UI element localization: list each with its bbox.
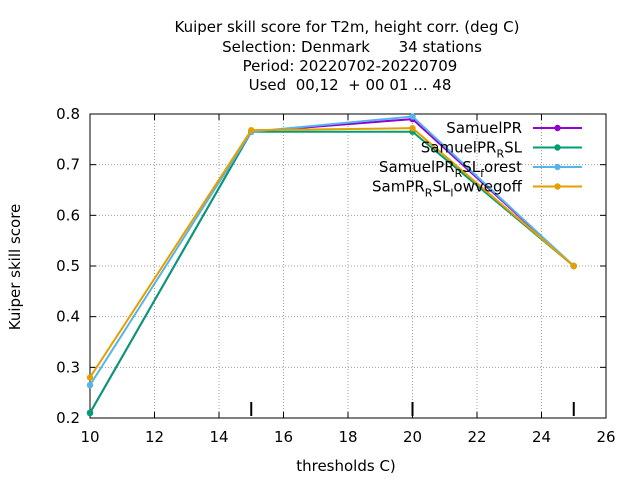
sample-threshold-markers	[250, 402, 575, 416]
x-tick-label: 24	[532, 428, 551, 446]
y-tick-label: 0.3	[56, 358, 80, 376]
series-line	[89, 130, 575, 414]
data-point	[86, 409, 94, 417]
title-line-1: Kuiper skill score for T2m, height corr.…	[175, 18, 520, 36]
legend-label: SamuelPRRSL	[421, 139, 523, 161]
x-tick-labels: 10 12 14 16 18 20 22 24 26	[80, 428, 615, 446]
legend-label-main: SamuelPR	[446, 119, 522, 137]
plot-border	[89, 113, 607, 419]
legend-label: SamPRRSLlowvegoff	[372, 178, 523, 200]
legend-label-sub: R	[425, 187, 433, 200]
legend-label: SamuelPRRSLforest	[379, 158, 522, 180]
legend-entry-2: SamuelPRRSL	[421, 139, 582, 161]
x-tick-label: 22	[467, 428, 486, 446]
data-point	[570, 262, 577, 270]
data-point	[86, 381, 94, 389]
legend-swatch-point	[554, 163, 561, 171]
y-tick-label: 0.2	[56, 409, 80, 427]
legend-label-main: SamuelPR	[379, 158, 455, 176]
data-point	[86, 374, 94, 381]
y-tick-labels: 0.2 0.3 0.4 0.5 0.6 0.7 0.8	[56, 105, 80, 427]
y-tick-label: 0.7	[56, 156, 80, 174]
x-tick-label: 20	[403, 428, 422, 446]
title-line-4: Used 00,12 + 00 01 ... 48	[249, 76, 452, 94]
legend-entry-4: SamPRRSLlowvegoff	[372, 178, 582, 200]
y-tick-label: 0.8	[56, 105, 80, 123]
legend-label-sub: R	[455, 167, 463, 180]
legend-label-tail: SL	[504, 139, 523, 157]
legend-label-sub: R	[496, 148, 504, 161]
legend-swatch-point	[554, 124, 561, 132]
x-tick-label: 18	[338, 428, 357, 446]
series-4	[86, 124, 577, 381]
legend-entry-3: SamuelPRRSLforest	[379, 158, 582, 180]
legend-label-tail: SL	[432, 178, 451, 196]
data-point	[409, 113, 416, 120]
data-point	[248, 127, 255, 134]
legend-label-sub2: f	[480, 167, 485, 180]
legend-swatch-point	[554, 183, 561, 190]
legend-label-main: SamPR	[372, 178, 425, 196]
title-line-3: Period: 20220702-20220709	[243, 57, 458, 75]
x-tick-label: 10	[80, 428, 99, 446]
y-tick-label: 0.4	[56, 308, 80, 326]
legend-swatch-point	[554, 144, 561, 151]
x-tick-label: 16	[274, 428, 293, 446]
data-point	[409, 124, 416, 132]
series-line	[89, 115, 575, 386]
legend: SamuelPRSamuelPRRSLSamuelPRRSLforestSamP…	[372, 119, 582, 200]
x-axis-label: thresholds C)	[296, 457, 396, 475]
legend-label-tail2: orest	[484, 158, 522, 176]
series-lines	[86, 113, 577, 417]
chart-title: Kuiper skill score for T2m, height corr.…	[175, 18, 520, 94]
title-line-2: Selection: Denmark 34 stations	[222, 38, 482, 56]
grid-lines	[90, 114, 606, 418]
legend-entry-1: SamuelPR	[446, 119, 582, 137]
x-tick-label: 14	[209, 428, 228, 446]
legend-label-tail: SL	[462, 158, 481, 176]
y-tick-label: 0.6	[56, 206, 80, 224]
x-tick-label: 12	[145, 428, 164, 446]
y-tick-label: 0.5	[56, 257, 80, 275]
series-line	[89, 127, 575, 379]
legend-label-sub2: l	[450, 187, 453, 200]
y-axis-label: Kuiper skill score	[6, 204, 24, 331]
legend-label-main: SamuelPR	[421, 139, 497, 157]
legend-label-tail2: owvegoff	[453, 178, 522, 196]
x-tick-label: 26	[596, 428, 615, 446]
legend-label: SamuelPR	[446, 119, 522, 137]
